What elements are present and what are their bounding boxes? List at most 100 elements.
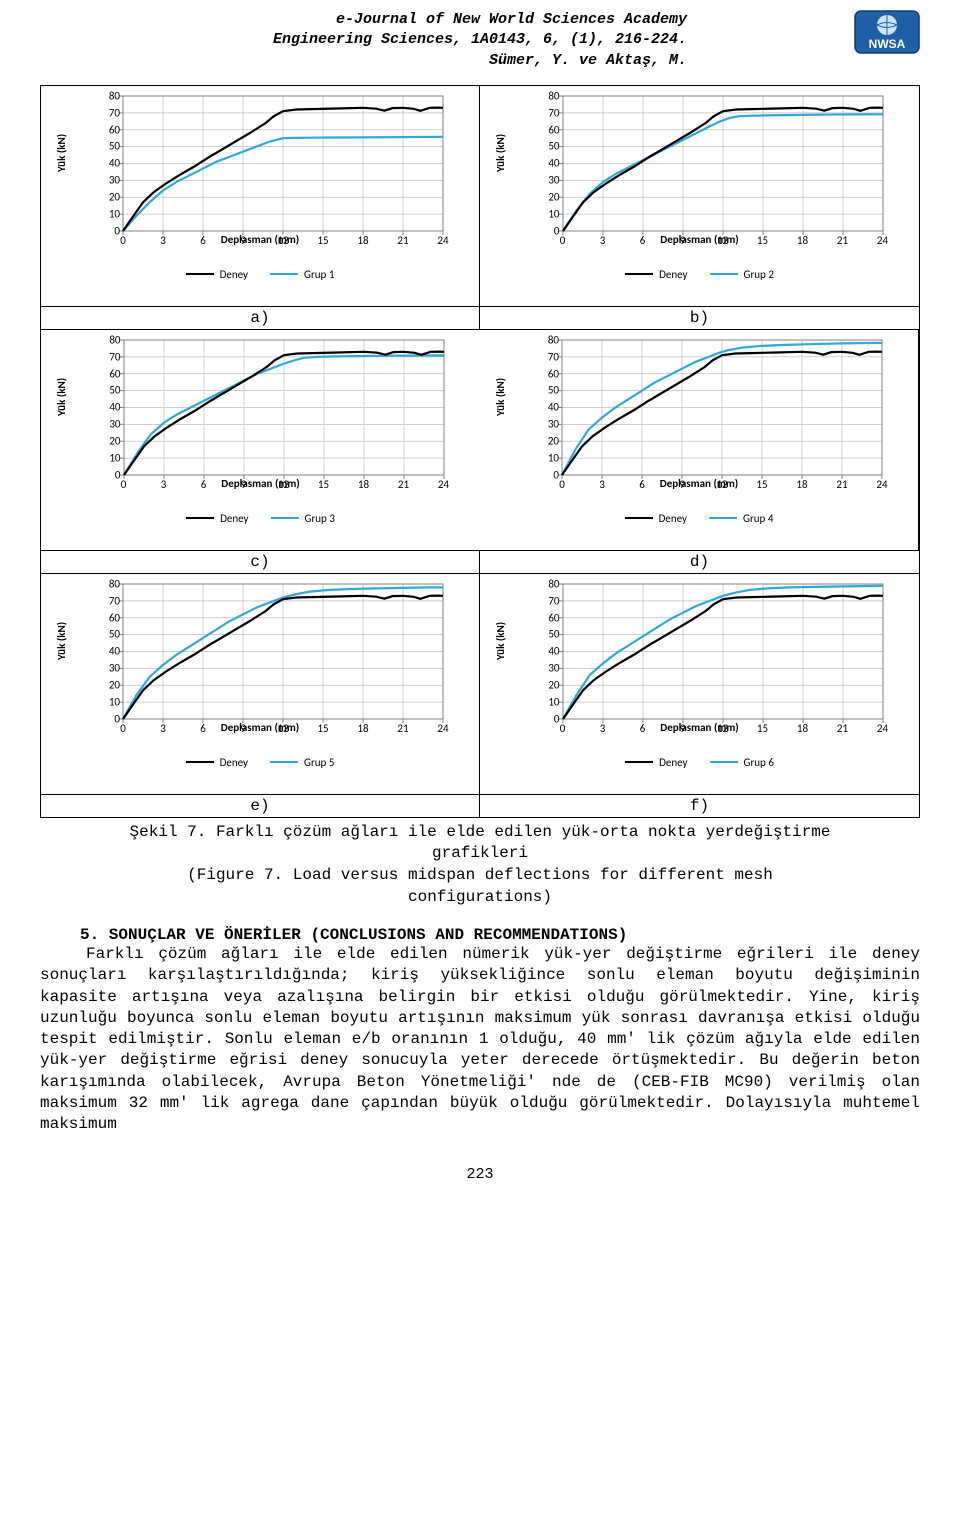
chart-xtick: 24 [877,234,888,247]
chart-xtick: 0 [120,722,126,735]
chart-xtick: 18 [357,722,368,735]
chart-xtick: 6 [200,722,206,735]
legend-swatch [625,517,653,519]
chart-ytick: 10 [96,207,120,220]
header-line-3: Sümer, Y. ve Aktaş, M. [273,51,687,71]
chart-ytick: 50 [96,140,120,153]
chart-ytick: 10 [535,451,559,464]
legend-label: Grup 4 [743,512,773,525]
chart-ytick: 0 [535,468,559,481]
chart-xtick: 15 [757,234,768,247]
chart-ytick: 40 [536,157,560,170]
figure-caption: Şekil 7. Farklı çözüm ağları ile elde ed… [40,822,920,908]
chart-xtick: 12 [717,234,728,247]
legend-item: Grup 4 [709,512,773,525]
legend-item: Deney [186,756,248,769]
chart-ytick: 0 [536,712,560,725]
chart-ytick: 80 [535,333,559,346]
legend-item: Deney [186,512,248,525]
page-number: 223 [40,1166,920,1183]
chart-ytick: 70 [96,594,120,607]
chart-xtick: 3 [160,234,166,247]
chart-ytick: 30 [536,662,560,675]
chart-ytick: 70 [535,350,559,363]
chart-ytick: 70 [97,350,121,363]
chart-ytick: 20 [97,435,121,448]
chart-xtick: 12 [277,234,288,247]
figure-caption-line: configurations) [40,887,920,909]
chart-xtick: 9 [240,234,246,247]
chart-xtick: 6 [200,234,206,247]
chart-xtick: 15 [317,234,328,247]
chart-xtick: 21 [397,722,408,735]
legend-label: Deney [220,268,248,281]
chart-legend: Deney Grup 1 [186,268,335,281]
chart-ytick: 0 [96,224,120,237]
legend-swatch [710,761,738,763]
chart-ytick: 0 [97,468,121,481]
chart-ytick: 80 [96,577,120,590]
chart-ytick: 40 [535,401,559,414]
chart-ytick: 50 [97,384,121,397]
page-header: e-Journal of New World Sciences Academy … [40,10,920,71]
subplot-label: e) [41,795,480,817]
chart-ytick: 80 [536,577,560,590]
chart-xtick: 18 [358,478,369,491]
chart-xtick: 9 [680,722,686,735]
chart-xtick: 3 [161,478,167,491]
chart-ytick: 60 [536,123,560,136]
chart-cell: Yük (kN)0102030405060708003691215182124D… [480,574,919,795]
chart-xtick: 24 [437,234,448,247]
legend-label: Grup 5 [304,756,334,769]
chart-ytick: 20 [535,435,559,448]
chart-ytick: 60 [96,611,120,624]
chart-xtick: 24 [876,478,887,491]
body-text-content: Farklı çözüm ağları ile elde edilen nüme… [40,945,920,1133]
chart-ytick: 10 [97,451,121,464]
figure-caption-line: Şekil 7. Farklı çözüm ağları ile elde ed… [40,822,920,844]
chart-ytick: 50 [536,140,560,153]
chart-ylabel: Yük (kN) [494,134,507,172]
chart-cell: Yük (kN)0102030405060708003691215182124D… [41,86,480,307]
header-text: e-Journal of New World Sciences Academy … [273,10,687,71]
body-paragraph: Farklı çözüm ağları ile elde edilen nüme… [40,944,920,1135]
chart-ytick: 30 [96,174,120,187]
chart-xtick: 9 [240,722,246,735]
chart-ytick: 20 [536,679,560,692]
chart-cell: Yük (kN)0102030405060708003691215182124D… [41,330,480,551]
chart-xtick: 21 [837,722,848,735]
chart-ylabel: Yük (kN) [494,622,507,660]
chart-ytick: 10 [536,695,560,708]
chart-ytick: 10 [536,207,560,220]
subplot-label: b) [480,307,919,329]
chart-ytick: 50 [536,628,560,641]
chart-ylabel: Yük (kN) [55,134,68,172]
chart-ytick: 60 [536,611,560,624]
chart-xtick: 0 [560,722,566,735]
chart-ytick: 40 [97,401,121,414]
figure-grid: Yük (kN)0102030405060708003691215182124D… [40,85,920,818]
legend-label: Grup 2 [744,268,774,281]
legend-item: Grup 3 [271,512,335,525]
legend-item: Grup 1 [270,268,334,281]
chart-ytick: 30 [97,418,121,431]
legend-label: Deney [659,512,687,525]
chart-xtick: 24 [437,722,448,735]
chart-legend: Deney Grup 5 [186,756,335,769]
chart-xtick: 15 [757,722,768,735]
chart-ytick: 20 [96,679,120,692]
chart-xtick: 0 [560,234,566,247]
chart-ytick: 0 [536,224,560,237]
caption-row: c)d) [41,551,919,574]
chart-ytick: 40 [96,157,120,170]
chart-xtick: 15 [317,722,328,735]
chart-xtick: 21 [837,234,848,247]
chart-ylabel: Yük (kN) [494,378,507,416]
chart-legend: Deney Grup 3 [186,512,335,525]
chart-legend: DeneyGrup 6 [625,756,774,769]
chart-ytick: 30 [536,174,560,187]
chart-ytick: 20 [536,191,560,204]
logo-text: NWSA [869,37,906,51]
chart-cell: Yük (kN)0102030405060708003691215182124D… [41,574,480,795]
caption-row: a)b) [41,307,919,330]
